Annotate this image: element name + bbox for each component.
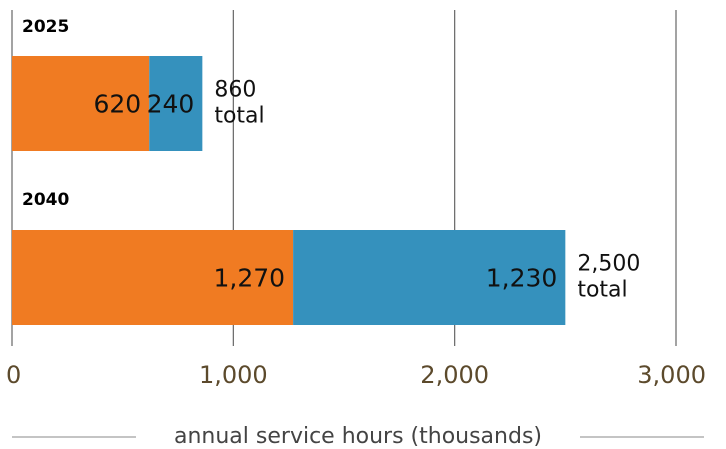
total-label: 2,500: [577, 252, 640, 277]
x-tick-label: 3,000: [637, 361, 706, 389]
bar-segment: [149, 56, 203, 151]
x-tick-label: 0: [6, 361, 21, 389]
total-label: 860: [214, 78, 256, 103]
bar-segment: [293, 230, 566, 325]
x-tick-label: 2,000: [420, 361, 489, 389]
x-tick-label: 1,000: [199, 361, 268, 389]
category-label: 2040: [22, 190, 69, 210]
x-axis-label: annual service hours (thousands): [174, 424, 542, 449]
category-label: 2025: [22, 17, 69, 37]
total-suffix: total: [214, 104, 264, 129]
value-label: 240: [147, 90, 195, 119]
value-label: 1,270: [214, 264, 286, 293]
bar-segment: [12, 56, 150, 151]
bar-segment: [12, 230, 294, 325]
value-label: 1,230: [486, 264, 558, 293]
value-label: 620: [94, 90, 142, 119]
total-suffix: total: [577, 278, 627, 303]
